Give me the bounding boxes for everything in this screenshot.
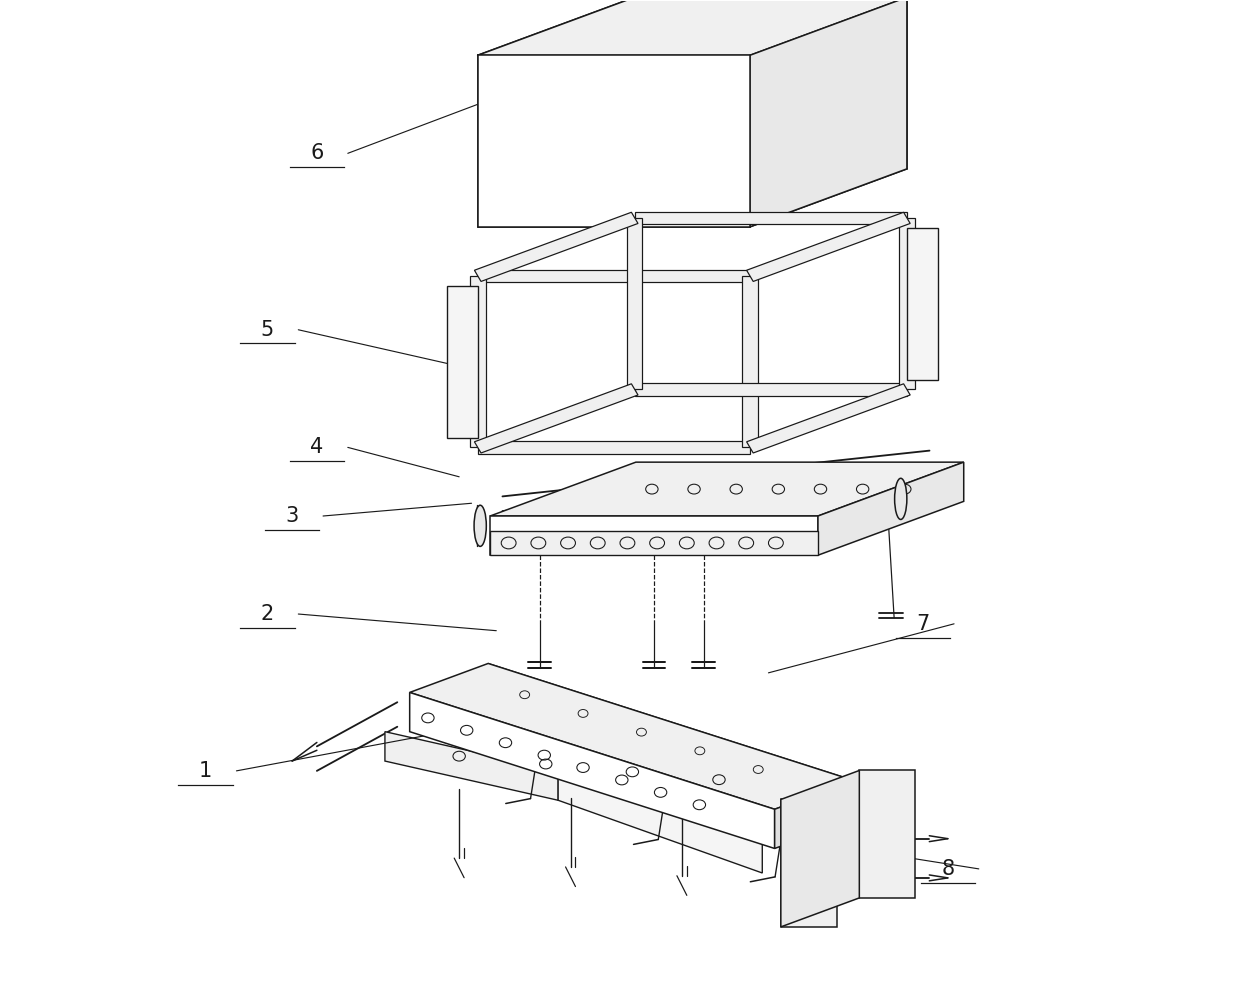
- Polygon shape: [859, 771, 915, 897]
- Polygon shape: [635, 211, 906, 224]
- Polygon shape: [409, 692, 775, 848]
- Polygon shape: [475, 383, 639, 453]
- Polygon shape: [906, 228, 937, 379]
- Polygon shape: [742, 276, 758, 447]
- Polygon shape: [475, 212, 639, 281]
- Polygon shape: [477, 441, 750, 453]
- Text: 2: 2: [260, 604, 274, 624]
- Polygon shape: [818, 462, 963, 555]
- Polygon shape: [899, 218, 915, 389]
- Polygon shape: [409, 664, 853, 809]
- Polygon shape: [558, 771, 763, 873]
- Polygon shape: [477, 269, 750, 282]
- Text: 5: 5: [260, 319, 274, 340]
- Text: 4: 4: [310, 437, 324, 457]
- Polygon shape: [446, 286, 477, 437]
- Polygon shape: [384, 731, 558, 800]
- Polygon shape: [746, 212, 910, 281]
- Polygon shape: [775, 781, 853, 848]
- Ellipse shape: [474, 505, 486, 547]
- Polygon shape: [750, 0, 906, 227]
- Polygon shape: [627, 218, 642, 389]
- Polygon shape: [470, 276, 486, 447]
- Polygon shape: [477, 0, 906, 55]
- Ellipse shape: [894, 479, 906, 519]
- Polygon shape: [490, 516, 818, 555]
- Text: 8: 8: [941, 859, 955, 879]
- Text: 3: 3: [285, 506, 299, 526]
- Text: 1: 1: [198, 761, 212, 781]
- Polygon shape: [489, 664, 853, 820]
- Polygon shape: [490, 531, 818, 555]
- Polygon shape: [781, 799, 837, 927]
- Polygon shape: [477, 55, 750, 227]
- Polygon shape: [781, 771, 859, 927]
- Text: 6: 6: [310, 144, 324, 163]
- Polygon shape: [490, 462, 963, 516]
- Polygon shape: [746, 383, 910, 453]
- Polygon shape: [635, 383, 906, 395]
- Text: 7: 7: [916, 613, 930, 634]
